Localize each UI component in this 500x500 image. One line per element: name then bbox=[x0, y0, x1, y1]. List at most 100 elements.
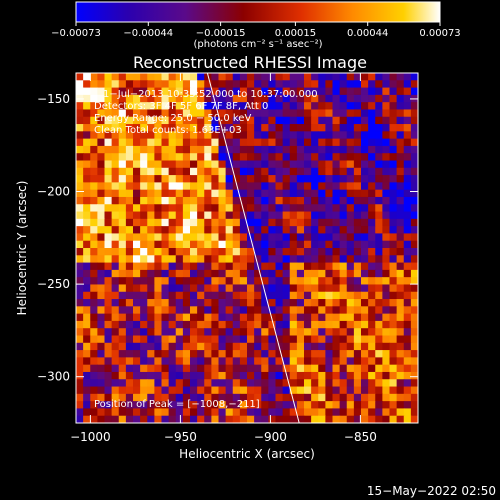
heatmap-cell bbox=[104, 240, 113, 249]
heatmap-cell bbox=[175, 328, 184, 337]
heatmap-cell bbox=[133, 109, 141, 118]
heatmap-cell bbox=[332, 335, 341, 344]
heatmap-cell bbox=[375, 116, 383, 125]
heatmap-cell bbox=[190, 255, 198, 264]
heatmap-cell bbox=[289, 401, 298, 410]
heatmap-cell bbox=[361, 131, 369, 140]
heatmap-cell bbox=[83, 160, 91, 169]
heatmap-cell bbox=[247, 138, 255, 147]
heatmap-cell bbox=[190, 306, 198, 315]
heatmap-cell bbox=[304, 386, 312, 395]
heatmap-cell bbox=[346, 393, 355, 402]
heatmap-cell bbox=[190, 320, 198, 329]
heatmap-cell bbox=[325, 124, 334, 132]
heatmap-cell bbox=[218, 189, 227, 198]
heatmap-cell bbox=[218, 371, 227, 380]
heatmap-cell bbox=[353, 153, 362, 162]
heatmap-cell bbox=[147, 386, 155, 395]
heatmap-cell bbox=[90, 196, 98, 205]
heatmap-cell bbox=[382, 131, 391, 140]
heatmap-cell bbox=[304, 284, 312, 293]
heatmap-cell bbox=[396, 211, 405, 220]
heatmap-cell bbox=[396, 196, 405, 205]
heatmap-cell bbox=[133, 218, 141, 227]
heatmap-cell bbox=[182, 262, 191, 271]
heatmap-cell bbox=[261, 379, 269, 388]
heatmap-cell bbox=[154, 269, 163, 278]
heatmap-cell bbox=[97, 233, 106, 242]
heatmap-cell bbox=[368, 291, 376, 300]
heatmap-cell bbox=[218, 255, 227, 264]
heatmap-cell bbox=[268, 196, 277, 205]
heatmap-cell bbox=[90, 109, 98, 118]
heatmap-cell bbox=[247, 102, 255, 111]
heatmap-cell bbox=[311, 131, 319, 140]
heatmap-cell bbox=[218, 415, 227, 423]
heatmap-cell bbox=[175, 189, 184, 198]
heatmap-cell bbox=[175, 306, 184, 315]
heatmap-cell bbox=[247, 320, 255, 329]
heatmap-cell bbox=[311, 299, 319, 307]
heatmap-cell bbox=[225, 109, 234, 118]
heatmap-cell bbox=[204, 277, 212, 286]
heatmap-cell bbox=[204, 94, 212, 103]
heatmap-cell bbox=[353, 131, 362, 140]
heatmap-cell bbox=[304, 408, 312, 417]
heatmap-cell bbox=[311, 160, 319, 169]
heatmap-cell bbox=[225, 131, 234, 140]
heatmap-cell bbox=[168, 401, 177, 410]
heatmap-cell bbox=[375, 182, 383, 191]
heatmap-cell bbox=[168, 94, 177, 103]
heatmap-cell bbox=[211, 175, 220, 183]
heatmap-cell bbox=[318, 277, 326, 286]
heatmap-cell bbox=[154, 145, 163, 154]
heatmap-cell bbox=[332, 291, 341, 300]
heatmap-cell bbox=[90, 335, 98, 344]
heatmap-cell bbox=[368, 94, 376, 103]
heatmap-cell bbox=[396, 313, 405, 322]
heatmap-cell bbox=[410, 299, 418, 307]
heatmap-cell bbox=[140, 255, 148, 264]
heatmap-cell bbox=[282, 306, 291, 315]
heatmap-cell bbox=[382, 182, 391, 191]
heatmap-cell bbox=[325, 218, 334, 227]
heatmap-cell bbox=[275, 145, 284, 154]
heatmap-cell bbox=[83, 328, 91, 337]
heatmap-cell bbox=[111, 364, 120, 373]
heatmap-cell bbox=[268, 262, 277, 271]
heatmap-cell bbox=[375, 262, 383, 271]
heatmap-cell bbox=[410, 379, 418, 388]
heatmap-cell bbox=[76, 255, 84, 264]
heatmap-cell bbox=[410, 196, 418, 205]
heatmap-cell bbox=[339, 116, 348, 125]
heatmap-cell bbox=[197, 240, 205, 249]
heatmap-cell bbox=[211, 357, 220, 366]
heatmap-cell bbox=[97, 248, 106, 256]
heatmap-cell bbox=[311, 175, 319, 183]
heatmap-cell bbox=[190, 262, 198, 271]
heatmap-cell bbox=[118, 196, 127, 205]
heatmap-cell bbox=[318, 350, 326, 358]
heatmap-cell bbox=[325, 94, 334, 103]
heatmap-cell bbox=[361, 284, 369, 293]
heatmap-cell bbox=[375, 226, 383, 235]
heatmap-cell bbox=[254, 371, 262, 380]
heatmap-cell bbox=[275, 284, 284, 293]
heatmap-cell bbox=[197, 350, 205, 358]
heatmap-cell bbox=[76, 211, 84, 220]
heatmap-cell bbox=[97, 109, 106, 118]
heatmap-cell bbox=[83, 175, 91, 183]
heatmap-cell bbox=[304, 153, 312, 162]
heatmap-cell bbox=[111, 371, 120, 380]
heatmap-cell bbox=[161, 233, 170, 242]
heatmap-cell bbox=[239, 138, 248, 147]
heatmap-cell bbox=[289, 160, 298, 169]
heatmap-cell bbox=[125, 116, 134, 125]
heatmap-cell bbox=[304, 131, 312, 140]
heatmap-cell bbox=[254, 175, 262, 183]
heatmap-cell bbox=[261, 415, 269, 423]
heatmap-cell bbox=[239, 335, 248, 344]
heatmap-cell bbox=[318, 226, 326, 235]
heatmap-cell bbox=[118, 371, 127, 380]
heatmap-cell bbox=[125, 204, 134, 213]
